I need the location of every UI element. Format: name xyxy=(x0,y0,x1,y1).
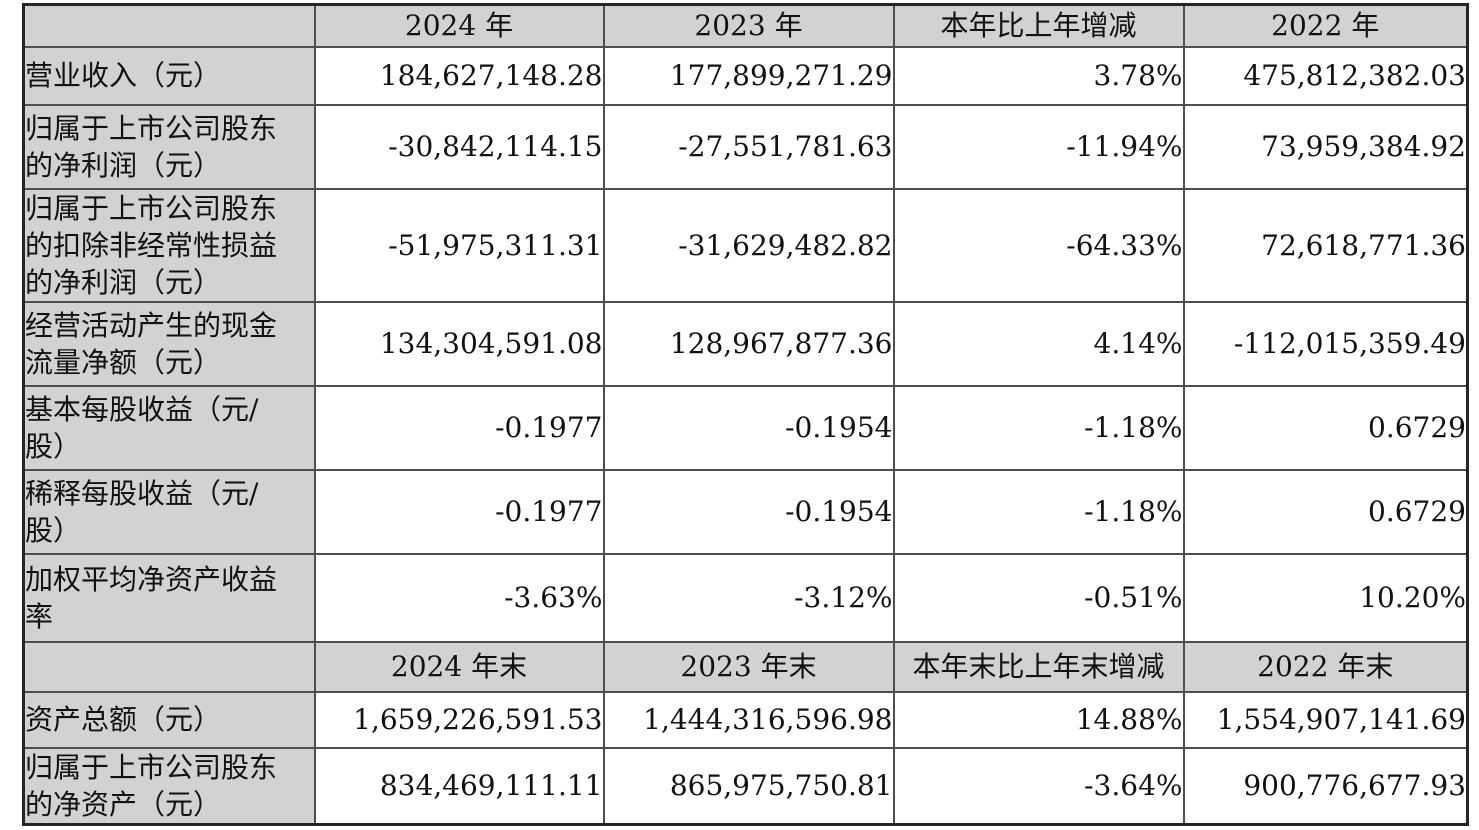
value-2023: -3.12% xyxy=(602,552,895,643)
col-header-yoy-change: 本年比上年增减 xyxy=(892,3,1185,48)
value-2022: -112,015,359.49 xyxy=(1182,300,1469,387)
row-weighted-avg-roe: 加权平均净资产收益 率 -3.63% -3.12% -0.51% 10.20% xyxy=(22,552,1469,643)
value-2023: -0.1954 xyxy=(602,384,895,471)
value-2022: 475,812,382.03 xyxy=(1182,45,1469,106)
value-2024: 834,469,111.11 xyxy=(313,746,605,825)
value-2024: -0.1977 xyxy=(313,384,605,471)
row-label: 归属于上市公司股东 的净资产（元） xyxy=(22,746,316,825)
col-header-2024-end: 2024 年末 xyxy=(313,640,605,693)
value-2024: -3.63% xyxy=(313,552,605,643)
value-2023: 177,899,271.29 xyxy=(602,45,895,106)
row-label: 归属于上市公司股东 的扣除非经常性损益 的净利润（元） xyxy=(22,187,316,303)
row-label: 经营活动产生的现金 流量净额（元） xyxy=(22,300,316,387)
row-net-profit-attributable: 归属于上市公司股东 的净利润（元） -30,842,114.15 -27,551… xyxy=(22,103,1469,190)
col-header-2022: 2022 年 xyxy=(1182,3,1469,48)
col-header-2022-end: 2022 年末 xyxy=(1182,640,1469,693)
value-change: 4.14% xyxy=(892,300,1185,387)
row-label: 加权平均净资产收益 率 xyxy=(22,552,316,643)
value-2023: -0.1954 xyxy=(602,468,895,555)
corner-cell xyxy=(22,640,316,693)
value-change: -64.33% xyxy=(892,187,1185,303)
row-net-assets-attributable: 归属于上市公司股东 的净资产（元） 834,469,111.11 865,975… xyxy=(22,746,1469,825)
value-2024: 134,304,591.08 xyxy=(313,300,605,387)
col-header-2023-end: 2023 年末 xyxy=(602,640,895,693)
value-2022: 0.6729 xyxy=(1182,468,1469,555)
col-header-2023: 2023 年 xyxy=(602,3,895,48)
header-row-annual: 2024 年 2023 年 本年比上年增减 2022 年 xyxy=(22,3,1469,48)
row-label: 资产总额（元） xyxy=(22,690,316,749)
value-2024: -0.1977 xyxy=(313,468,605,555)
row-label: 归属于上市公司股东 的净利润（元） xyxy=(22,103,316,190)
value-2024: -51,975,311.31 xyxy=(313,187,605,303)
value-2022: 900,776,677.93 xyxy=(1182,746,1469,825)
row-operating-revenue: 营业收入（元） 184,627,148.28 177,899,271.29 3.… xyxy=(22,45,1469,106)
value-2022: 72,618,771.36 xyxy=(1182,187,1469,303)
value-change: -3.64% xyxy=(892,746,1185,825)
col-header-2024: 2024 年 xyxy=(313,3,605,48)
value-2023: 128,967,877.36 xyxy=(602,300,895,387)
col-header-yearend-change: 本年末比上年末增减 xyxy=(892,640,1185,693)
key-accounting-data-table: 2024 年 2023 年 本年比上年增减 2022 年 营业收入（元） 184… xyxy=(22,3,1469,826)
value-2024: 184,627,148.28 xyxy=(313,45,605,106)
value-change: -1.18% xyxy=(892,384,1185,471)
value-2022: 1,554,907,141.69 xyxy=(1182,690,1469,749)
value-change: -11.94% xyxy=(892,103,1185,190)
value-change: 14.88% xyxy=(892,690,1185,749)
row-operating-cash-flow: 经营活动产生的现金 流量净额（元） 134,304,591.08 128,967… xyxy=(22,300,1469,387)
row-diluted-eps: 稀释每股收益（元/ 股） -0.1977 -0.1954 -1.18% 0.67… xyxy=(22,468,1469,555)
row-total-assets: 资产总额（元） 1,659,226,591.53 1,444,316,596.9… xyxy=(22,690,1469,749)
value-2022: 73,959,384.92 xyxy=(1182,103,1469,190)
row-net-profit-excl-nonrecurring: 归属于上市公司股东 的扣除非经常性损益 的净利润（元） -51,975,311.… xyxy=(22,187,1469,303)
value-change: -1.18% xyxy=(892,468,1185,555)
value-2024: 1,659,226,591.53 xyxy=(313,690,605,749)
row-label: 基本每股收益（元/ 股） xyxy=(22,384,316,471)
value-2023: -27,551,781.63 xyxy=(602,103,895,190)
row-label: 稀释每股收益（元/ 股） xyxy=(22,468,316,555)
header-row-year-end: 2024 年末 2023 年末 本年末比上年末增减 2022 年末 xyxy=(22,640,1469,693)
value-2022: 0.6729 xyxy=(1182,384,1469,471)
value-2023: 865,975,750.81 xyxy=(602,746,895,825)
row-label: 营业收入（元） xyxy=(22,45,316,106)
value-2024: -30,842,114.15 xyxy=(313,103,605,190)
value-2023: 1,444,316,596.98 xyxy=(602,690,895,749)
value-change: 3.78% xyxy=(892,45,1185,106)
corner-cell xyxy=(22,3,316,48)
row-basic-eps: 基本每股收益（元/ 股） -0.1977 -0.1954 -1.18% 0.67… xyxy=(22,384,1469,471)
value-2022: 10.20% xyxy=(1182,552,1469,643)
value-change: -0.51% xyxy=(892,552,1185,643)
financial-summary-table: 2024 年 2023 年 本年比上年增减 2022 年 营业收入（元） 184… xyxy=(22,3,1469,826)
value-2023: -31,629,482.82 xyxy=(602,187,895,303)
